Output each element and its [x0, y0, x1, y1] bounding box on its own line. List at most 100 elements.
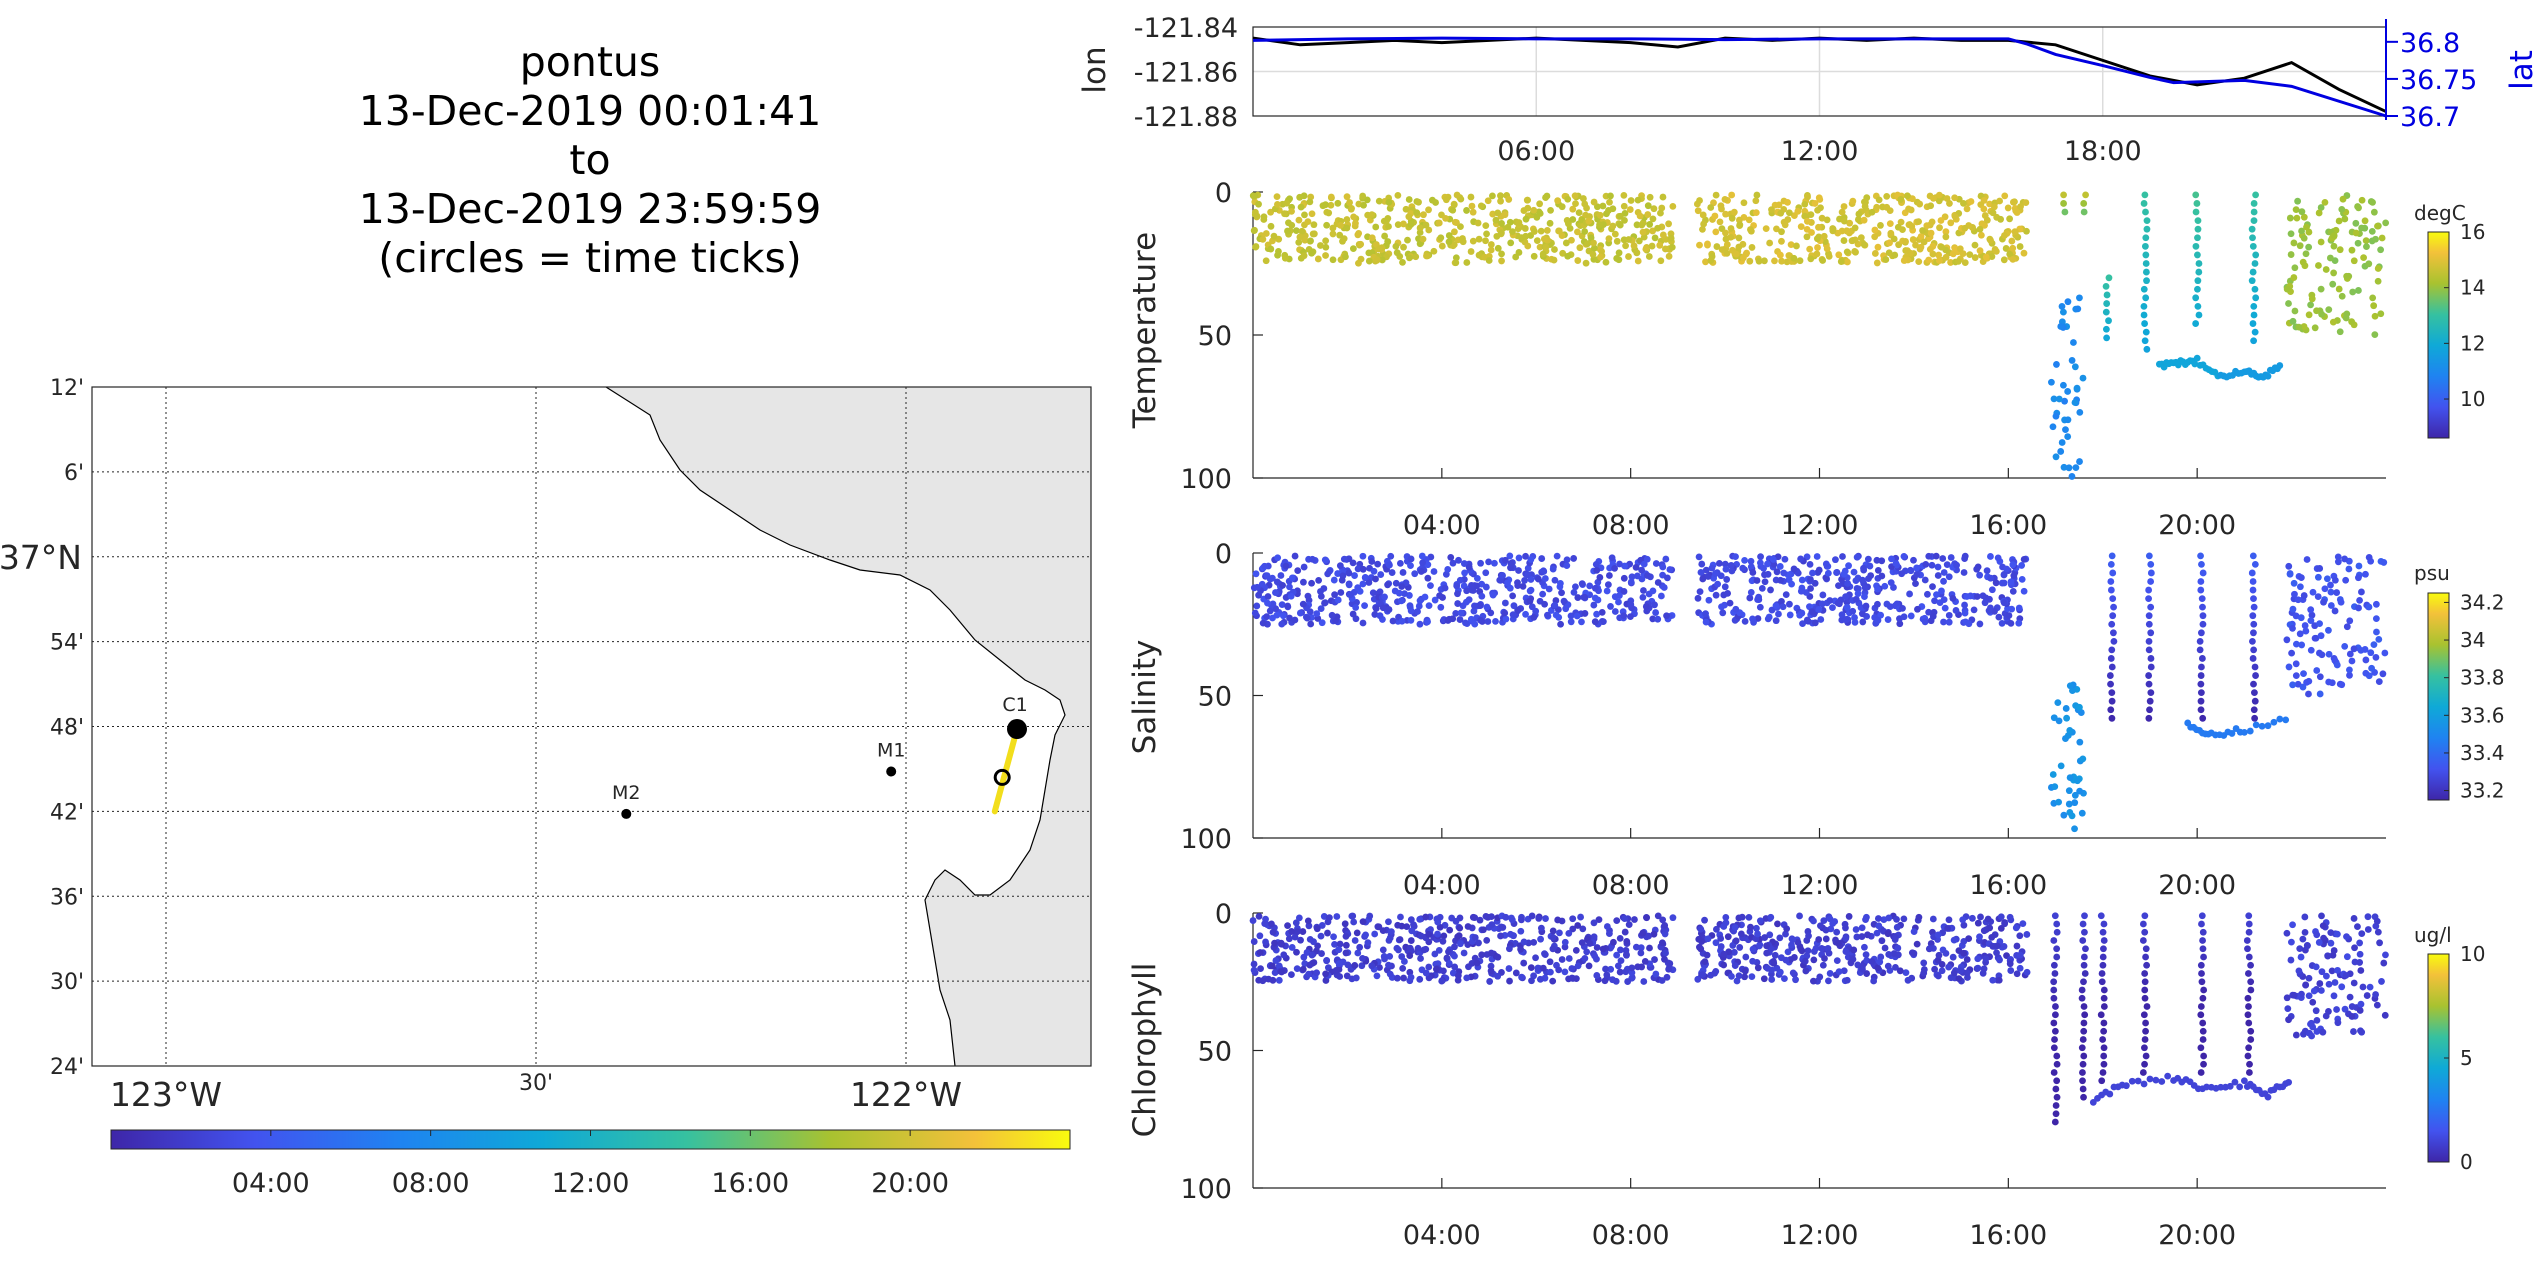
chlorophyll-point [1984, 915, 1992, 923]
salinity-point [2000, 571, 2008, 579]
salinity-point [1515, 567, 1522, 574]
salinity-point [1973, 565, 1981, 573]
salinity-point [2251, 663, 2259, 671]
salinity-point [1379, 604, 1387, 612]
salinity-point [2015, 604, 2023, 612]
temperature-point [1430, 247, 1438, 255]
salinity-point [2307, 646, 2315, 654]
temperature-point [2012, 207, 2020, 215]
temperature-point [1515, 249, 1523, 256]
salinity-point [1976, 620, 1984, 628]
temperature-point [1283, 199, 1291, 207]
salinity-point [1274, 554, 1282, 562]
temperature-point [2009, 255, 2017, 263]
salinity-point [2303, 556, 2311, 563]
temperature-point [1882, 256, 1890, 263]
salinity-x-tick-label: 20:00 [2158, 870, 2236, 901]
temperature-point [1300, 252, 1308, 260]
temperature-point [1707, 204, 1715, 211]
temperature-point [1425, 226, 1433, 234]
temperature-point [1840, 217, 1848, 225]
salinity-point [2005, 612, 2013, 619]
temperature-point [2355, 204, 2362, 212]
temperature-point [1651, 234, 1659, 242]
chlorophyll-point [2141, 928, 2149, 936]
temperature-point [1622, 242, 1629, 250]
temperature-point [1813, 235, 1821, 243]
salinity-point [2320, 598, 2327, 606]
temperature-point [1281, 254, 1289, 262]
salinity-point [1436, 592, 1444, 600]
temperature-point [1504, 223, 1512, 231]
salinity-point [1764, 615, 1772, 623]
temperature-point [1533, 213, 1541, 221]
chlorophyll-point [1554, 916, 1562, 924]
salinity-point [1702, 566, 1710, 574]
salinity-point [2307, 606, 2315, 614]
chlorophyll-point [1387, 928, 1395, 936]
salinity-point [1553, 552, 1561, 560]
salinity-point [2342, 576, 2350, 584]
temperature-point [2295, 323, 2303, 331]
chlorophyll-point [1256, 949, 1264, 956]
temperature-point [1509, 228, 1516, 235]
chlorophyll-point [1464, 923, 1472, 930]
chlorophyll-point [2143, 1003, 2151, 1010]
temperature-point [1946, 200, 1953, 207]
salinity-point [1756, 559, 1764, 567]
temperature-point [2317, 204, 2325, 211]
salinity-point [1627, 613, 1634, 620]
chlorophyll-point [2053, 945, 2061, 953]
temperature-point [1868, 208, 1876, 216]
chlorophyll-point [2243, 937, 2251, 944]
salinity-point [1527, 556, 1535, 563]
chlorophyll-point [2080, 1052, 2088, 1060]
salinity-point [1844, 580, 1852, 587]
temperature-point [2074, 305, 2082, 313]
temperature-point [1951, 245, 1959, 253]
salinity-point [2249, 655, 2257, 662]
temperature-point [1412, 253, 1420, 261]
chlorophyll-point [1623, 951, 1630, 959]
temperature-point [2365, 260, 2373, 268]
salinity-point [1992, 579, 2000, 587]
temperature-point [1814, 244, 1821, 251]
temperature-point [1659, 231, 1667, 239]
chlorophyll-point [1804, 947, 1812, 955]
temperature-point [1848, 237, 1856, 245]
chlorophyll-point [2380, 959, 2388, 967]
salinity-x-tick-label: 16:00 [1969, 870, 2047, 901]
salinity-point [1291, 552, 1299, 560]
chlorophyll-point [1798, 947, 1806, 955]
salinity-point [1361, 602, 1368, 610]
temperature-point [1976, 225, 1984, 233]
chlorophyll-point [2100, 1003, 2108, 1010]
chlorophyll-point [2363, 992, 2371, 999]
chlorophyll-point [1356, 943, 1364, 951]
chlorophyll-colorbar-unit: ug/l [2414, 923, 2452, 947]
temperature-point [2009, 244, 2017, 252]
chlorophyll-point [1805, 932, 1812, 940]
lonlat-x-tick-label: 12:00 [1781, 136, 1859, 167]
temperature-point [1935, 197, 1943, 205]
chlorophyll-point [1825, 977, 1832, 985]
salinity-point [1598, 608, 1606, 616]
salinity-point [1934, 572, 1942, 579]
chlorophyll-point [1904, 976, 1912, 984]
chlorophyll-point [1736, 944, 1744, 951]
temperature-point [1899, 226, 1906, 234]
temperature-point [1849, 197, 1857, 205]
temperature-point [2299, 258, 2307, 266]
chlorophyll-point [2100, 1060, 2108, 1068]
salinity-point [2246, 727, 2254, 735]
temperature-point [1927, 229, 1935, 237]
chlorophyll-point [2358, 930, 2366, 937]
salinity-point [1377, 571, 1385, 578]
temperature-point [1501, 211, 1509, 219]
salinity-point [2107, 655, 2115, 662]
salinity-point [1662, 555, 1670, 563]
salinity-point [2145, 680, 2153, 688]
chlorophyll-point [1810, 956, 1818, 964]
temperature-point [1722, 229, 1729, 237]
chlorophyll-point [1303, 949, 1311, 956]
